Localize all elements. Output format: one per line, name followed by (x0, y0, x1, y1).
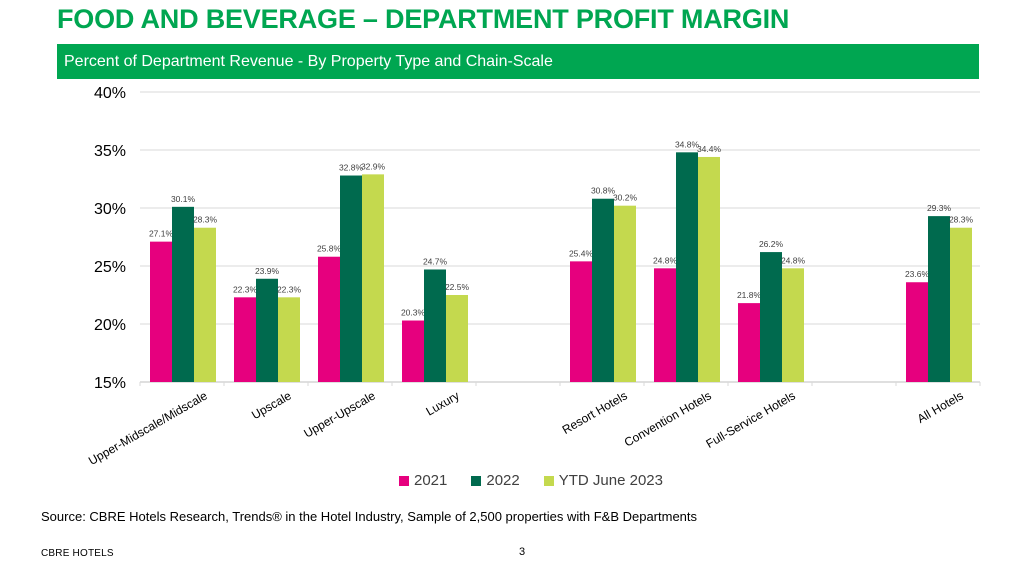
data-label: 28.3% (949, 215, 974, 225)
x-category-label: Resort Hotels (560, 388, 630, 436)
bar-2022 (172, 206, 194, 382)
y-tick-label: 15% (94, 375, 126, 392)
legend-swatch (471, 475, 482, 486)
data-label: 32.8% (339, 163, 364, 173)
bar-2022 (256, 278, 278, 382)
bar-2021 (150, 241, 172, 382)
data-label: 22.3% (277, 284, 302, 294)
bar-2022 (928, 216, 950, 382)
bar-chart: 15% 20% 25% 30% 35% 40% 27.1% 22.3% 25.8% 20.3% 25… (86, 85, 981, 468)
data-label: 30.8% (591, 186, 616, 196)
data-label: 29.3% (927, 203, 952, 213)
legend-swatch (399, 475, 409, 486)
data-label: 23.6% (905, 269, 930, 279)
data-label: 23.9% (255, 266, 280, 276)
x-category-label: Upper-Upscale (301, 388, 378, 440)
bar-ytd-june-2023 (194, 227, 216, 382)
source-note: Source: CBRE Hotels Research, Trends® in… (41, 509, 698, 524)
data-label: 32.9% (361, 161, 386, 171)
bar-ytd-june-2023 (950, 227, 972, 382)
y-tick-label: 35% (94, 143, 126, 160)
legend-item: 2022 (471, 472, 520, 489)
footer-brand: CBRE HOTELS (41, 548, 114, 559)
data-label: 28.3% (193, 215, 218, 225)
data-label: 27.1% (149, 229, 174, 239)
bar-2021 (906, 282, 928, 382)
data-label: 26.2% (759, 239, 784, 249)
data-label: 22.3% (233, 284, 258, 294)
bar-ytd-june-2023 (614, 205, 636, 382)
x-category-label: Convention Hotels (622, 388, 714, 449)
legend-label: 2021 (414, 472, 448, 489)
legend-swatch (543, 475, 554, 486)
bar-2022 (676, 152, 698, 382)
y-tick-label: 25% (94, 259, 126, 276)
legend-label: YTD June 2023 (558, 472, 663, 489)
data-label: 24.8% (781, 255, 806, 265)
y-tick-label: 40% (94, 85, 126, 102)
data-label: 30.1% (171, 194, 196, 204)
slide-title: FOOD AND BEVERAGE – DEPARTMENT PROFIT MA… (57, 4, 790, 34)
x-category-label: All Hotels (915, 388, 966, 425)
bar-ytd-june-2023 (782, 268, 804, 382)
data-label: 22.5% (445, 282, 470, 292)
bar-2022 (592, 198, 614, 382)
legend-item: YTD June 2023 (543, 472, 663, 489)
bar-2022 (340, 175, 362, 382)
data-label: 34.4% (697, 144, 722, 154)
y-tick-label: 30% (94, 201, 126, 218)
y-tick-label: 20% (94, 317, 126, 334)
data-label: 20.3% (401, 308, 426, 318)
x-category-label: Full-Service Hotels (703, 388, 797, 450)
legend-item: 2021 (399, 472, 447, 489)
page-number: 3 (519, 546, 526, 558)
legend-label: 2022 (486, 472, 520, 489)
bar-2021 (570, 261, 592, 382)
subtitle-text: Percent of Department Revenue - By Prope… (64, 53, 553, 70)
bar-2021 (318, 256, 340, 382)
data-label: 24.7% (423, 256, 448, 266)
data-label: 34.8% (675, 139, 700, 149)
bar-2022 (760, 252, 782, 382)
data-label: 24.8% (653, 255, 678, 265)
bar-ytd-june-2023 (362, 174, 384, 382)
data-label: 25.8% (317, 244, 342, 254)
bar-ytd-june-2023 (446, 295, 468, 382)
bar-ytd-june-2023 (698, 156, 720, 382)
x-category-label: Luxury (423, 388, 461, 418)
bar-ytd-june-2023 (278, 297, 300, 382)
chart-legend: 2021 2022 YTD June 2023 (399, 472, 663, 489)
data-label: 30.2% (613, 193, 638, 203)
bar-2021 (402, 320, 424, 382)
bar-2021 (738, 303, 760, 382)
x-category-label: Upper-Midscale/Midscale (86, 388, 210, 468)
bar-2021 (654, 268, 676, 382)
x-category-label: Upscale (249, 388, 294, 422)
bar-2022 (424, 269, 446, 382)
data-label: 21.8% (737, 290, 762, 300)
data-label: 25.4% (569, 248, 594, 258)
subtitle-banner: Percent of Department Revenue - By Prope… (57, 44, 979, 79)
bar-2021 (234, 297, 256, 382)
